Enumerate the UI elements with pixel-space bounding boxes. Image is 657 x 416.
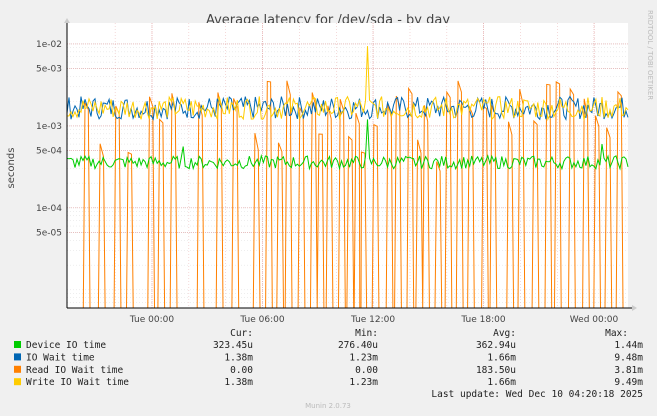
series-write-io-wait-time	[66, 46, 629, 122]
series-device-io-time	[66, 119, 629, 171]
x-tick-label: Tue 00:00	[129, 315, 174, 325]
legend-value-max: 9.49m	[614, 377, 643, 388]
legend-value-min: 0.00	[355, 365, 378, 376]
legend-value-avg: 1.66m	[487, 352, 516, 363]
y-tick-label: 1e-03	[36, 122, 62, 132]
last-update: Last update: Wed Dec 10 04:20:18 2025	[431, 389, 643, 400]
x-tick-label: Tue 18:00	[460, 315, 505, 325]
legend-header-avg: Avg:	[493, 328, 516, 339]
legend-value-min: 1.23m	[349, 352, 378, 363]
x-axis-arrow	[632, 305, 637, 311]
legend-value-min: 276.40u	[338, 340, 378, 351]
legend-value-cur: 1.38m	[224, 352, 253, 363]
legend-value-min: 1.23m	[349, 377, 378, 388]
legend-swatch	[14, 365, 21, 373]
legend: Cur: Min: Avg: Max: Device IO time 323.45…	[14, 328, 643, 400]
legend-swatch	[14, 378, 21, 386]
legend-value-avg: 183.50u	[476, 365, 516, 376]
legend-header-max: Max:	[605, 328, 628, 339]
y-tick-label: 5e-04	[36, 147, 62, 157]
legend-header-min: Min:	[355, 328, 378, 339]
legend-value-max: 1.44m	[614, 340, 643, 351]
x-tick-label: Tue 06:00	[239, 315, 284, 325]
legend-value-cur: 0.00	[230, 365, 253, 376]
y-tick-label: 5e-03	[36, 65, 62, 75]
legend-value-max: 9.48m	[614, 352, 643, 363]
legend-series-name: Read IO Wait time	[26, 365, 124, 376]
x-tick-label: Wed 00:00	[570, 315, 619, 325]
legend-header-cur: Cur:	[230, 328, 253, 339]
y-tick-label: 1e-04	[36, 204, 62, 214]
side-label: RRDTOOL / TOBI OETIKER	[646, 10, 654, 100]
y-tick-labels: 1e-02 5e-03 1e-03 5e-04 1e-04 5e-05	[36, 40, 62, 239]
legend-value-avg: 1.66m	[487, 377, 516, 388]
legend-value-max: 3.81m	[614, 365, 643, 376]
y-tick-label: 5e-05	[36, 229, 62, 239]
x-tick-labels: Tue 00:00 Tue 06:00 Tue 12:00 Tue 18:00 Wed …	[129, 315, 619, 325]
x-tick-label: Tue 12:00	[350, 315, 395, 325]
y-tick-label: 1e-02	[36, 40, 62, 50]
footer: Munin 2.0.73	[305, 402, 351, 410]
y-axis-label: seconds	[6, 148, 17, 189]
legend-swatch	[14, 353, 21, 361]
legend-value-cur: 1.38m	[224, 377, 253, 388]
legend-series-name: Device IO time	[26, 340, 106, 351]
legend-series-name: IO Wait time	[26, 352, 95, 363]
legend-value-cur: 323.45u	[213, 340, 253, 351]
y-axis-arrow	[64, 18, 70, 23]
legend-swatch	[14, 341, 21, 348]
legend-series-name: Write IO Wait time	[26, 377, 129, 388]
legend-rows: Device IO time 323.45u 276.40u 362.94u 1.44m…	[14, 340, 643, 388]
legend-value-avg: 362.94u	[476, 340, 516, 351]
